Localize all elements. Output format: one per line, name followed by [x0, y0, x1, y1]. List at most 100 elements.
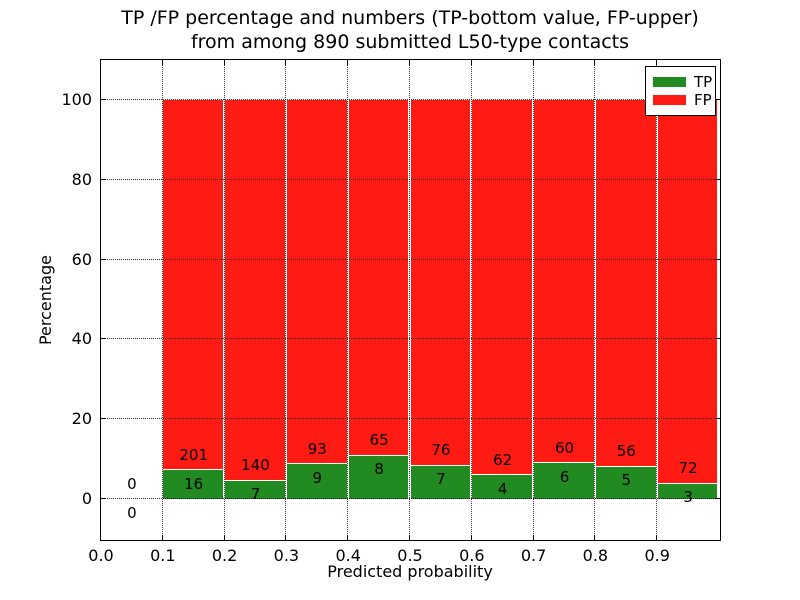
x-tick-mark: [470, 534, 472, 540]
fp-bar-segment: [285, 99, 348, 464]
x-gridline: [161, 59, 163, 540]
x-tick-mark-top: [100, 59, 101, 65]
fp-color-swatch: [653, 94, 686, 105]
fp-bar-segment: [162, 99, 225, 470]
y-tick-label: 60: [71, 249, 92, 269]
legend-label-fp: FP: [694, 90, 712, 109]
y-tick-mark-right: [714, 98, 720, 100]
x-tick-mark-top: [594, 59, 596, 65]
y-tick-label: 40: [71, 329, 92, 349]
fp-bar-segment: [594, 99, 657, 466]
x-gridline: [223, 59, 225, 540]
fp-count-label: 62: [493, 450, 513, 469]
x-axis-label: Predicted probability: [327, 562, 493, 581]
fp-count-label: 0: [127, 475, 137, 494]
x-tick-mark: [285, 534, 287, 540]
y-tick-label: 80: [71, 169, 92, 189]
tp-count-label: 6: [559, 467, 570, 486]
fp-bar-segment: [656, 99, 719, 483]
tp-count-label: 5: [621, 471, 632, 490]
y-tick-mark: [100, 98, 106, 100]
y-tick-mark: [100, 498, 106, 500]
y-gridline: [100, 338, 720, 340]
y-gridline: [100, 258, 720, 260]
x-tick-mark: [223, 534, 225, 540]
x-gridline: [409, 59, 410, 540]
tp-bar-segment: [409, 464, 472, 499]
x-gridline: [347, 59, 349, 540]
tp-count-label: 7: [250, 485, 261, 504]
plot-area: [99, 58, 721, 541]
x-tick-mark: [100, 534, 101, 540]
tp-count-label: 0: [127, 504, 137, 523]
x-tick-label: 0.9: [644, 546, 670, 565]
x-tick-label: 0.3: [273, 546, 300, 565]
tp-bar-segment: [594, 465, 657, 499]
x-tick-mark-top: [656, 59, 658, 65]
tp-bar-segment: [285, 463, 348, 499]
x-gridline: [470, 59, 472, 540]
tp-count-label: 9: [312, 468, 323, 487]
tp-count-label: 8: [374, 460, 384, 479]
tp-count-label: 3: [683, 488, 693, 507]
legend-label-tp: TP: [694, 72, 713, 91]
x-tick-label: 0.7: [520, 546, 547, 565]
legend: TP FP: [645, 66, 716, 116]
chart-title-line2: from among 890 submitted L50-type contac…: [190, 31, 630, 53]
tp-bar-segment: [533, 462, 595, 499]
x-tick-label: 0.0: [88, 546, 114, 565]
fp-count-label: 72: [678, 459, 698, 478]
x-tick-mark-top: [347, 59, 349, 65]
y-gridline: [100, 98, 720, 100]
y-gridline: [100, 178, 720, 180]
y-tick-label: 20: [71, 409, 92, 429]
y-axis-label: Percentage: [36, 255, 55, 346]
fp-bar-segment: [409, 99, 472, 465]
tp-count-label: 16: [184, 474, 204, 493]
x-tick-mark: [347, 534, 349, 540]
x-tick-label: 0.5: [397, 546, 423, 565]
tp-count-label: 4: [497, 479, 508, 498]
y-tick-mark-right: [714, 418, 720, 420]
fp-bar-segment: [533, 99, 595, 463]
y-tick-mark-right: [714, 498, 720, 500]
fp-count-label: 140: [241, 456, 270, 475]
fp-count-label: 76: [431, 441, 451, 460]
y-tick-label: 0: [81, 489, 92, 509]
legend-entry-fp: FP: [653, 91, 712, 108]
x-tick-mark: [161, 534, 163, 540]
y-tick-mark: [100, 338, 106, 340]
x-tick-mark-top: [161, 59, 163, 65]
y-tick-label: 100: [61, 89, 92, 109]
x-tick-mark: [594, 534, 596, 540]
y-tick-mark-right: [714, 178, 720, 180]
fp-count-label: 93: [307, 439, 327, 458]
y-gridline: [100, 418, 720, 420]
x-gridline: [656, 59, 658, 540]
x-tick-label: 0.2: [211, 546, 238, 565]
fp-count-label: 56: [616, 442, 636, 461]
x-tick-mark-top: [285, 59, 287, 65]
x-tick-label: 0.1: [150, 546, 176, 565]
x-gridline: [594, 59, 596, 540]
x-tick-mark: [532, 534, 534, 540]
x-tick-label: 0.4: [335, 546, 361, 565]
x-tick-label: 0.6: [459, 546, 485, 565]
y-tick-mark: [100, 258, 106, 260]
fp-bar-segment: [224, 99, 286, 480]
fp-count-label: 60: [554, 438, 575, 457]
x-gridline: [285, 59, 287, 540]
y-tick-mark: [100, 418, 106, 420]
x-tick-mark: [409, 534, 410, 540]
tp-count-label: 7: [436, 470, 446, 489]
x-tick-label: 0.8: [582, 546, 609, 565]
x-gridline: [532, 59, 534, 540]
chart-title-line1: TP /FP percentage and numbers (TP-bottom…: [121, 7, 699, 29]
x-tick-mark: [656, 534, 658, 540]
y-tick-mark-right: [714, 258, 720, 260]
tp-color-swatch: [653, 76, 686, 87]
fp-count-label: 65: [369, 431, 389, 450]
x-tick-mark-top: [532, 59, 534, 65]
fp-count-label: 201: [179, 445, 208, 464]
